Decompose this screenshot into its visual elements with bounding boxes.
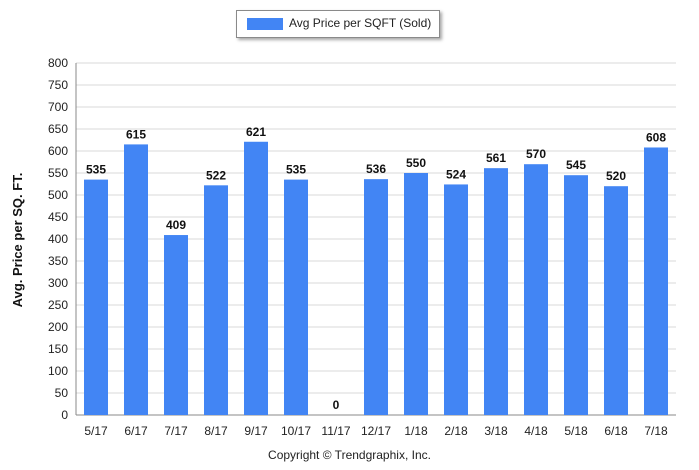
- data-labels: 535 615 409 522 621 535 0 536 550 524 561 570 545 520…: [86, 125, 666, 412]
- x-tick-label: 6/17: [124, 424, 148, 438]
- x-tick-label: 7/17: [164, 424, 188, 438]
- data-label: 524: [446, 167, 466, 181]
- data-label: 615: [126, 127, 146, 141]
- data-label: 608: [646, 130, 666, 144]
- x-tick-label: 2/18: [444, 424, 468, 438]
- y-tick-label: 450: [48, 210, 68, 224]
- y-tick-labels: 0 50 100 150 200 250 300 350 400 450 500 550 600 650 7…: [48, 56, 68, 422]
- y-tick-label: 550: [48, 166, 68, 180]
- y-tick-label: 250: [48, 298, 68, 312]
- data-label: 536: [366, 162, 386, 176]
- x-tick-label: 11/17: [321, 424, 350, 438]
- data-label: 535: [286, 163, 306, 177]
- y-tick-label: 800: [48, 56, 68, 70]
- x-tick-label: 5/18: [564, 424, 588, 438]
- y-tick-label: 150: [48, 342, 68, 356]
- x-tick-label: 12/17: [361, 424, 391, 438]
- y-tick-label: 600: [48, 144, 68, 158]
- bars: [84, 141, 668, 416]
- x-tick-label: 10/17: [281, 424, 311, 438]
- y-tick-label: 100: [48, 364, 68, 378]
- y-tick-label: 350: [48, 254, 68, 268]
- bar: [124, 144, 148, 415]
- x-tick-label: 4/18: [524, 424, 548, 438]
- y-axis-title: Avg. Price per SQ. FT.: [10, 173, 25, 308]
- y-tick-label: 400: [48, 232, 68, 246]
- x-tick-label: 3/18: [484, 424, 508, 438]
- data-label: 0: [333, 398, 340, 412]
- data-label: 409: [166, 218, 186, 232]
- data-label: 522: [206, 168, 226, 182]
- x-tick-label: 8/17: [204, 424, 228, 438]
- x-tick-labels: 5/17 6/17 7/17 8/17 9/17 10/17 11/17 12/17 1/18 2…: [84, 424, 668, 438]
- y-tick-label: 300: [48, 276, 68, 290]
- data-label: 621: [246, 125, 266, 139]
- bar: [564, 175, 588, 415]
- legend: Avg Price per SQFT (Sold): [236, 10, 440, 38]
- legend-swatch: [247, 18, 283, 30]
- bar: [484, 168, 508, 415]
- bar: [444, 184, 468, 415]
- data-label: 561: [486, 151, 506, 165]
- bar: [84, 179, 108, 415]
- x-tick-label: 6/18: [604, 424, 628, 438]
- bar: [204, 185, 228, 415]
- x-tick-label: 9/17: [244, 424, 268, 438]
- x-tick-label: 7/18: [644, 424, 668, 438]
- legend-label: Avg Price per SQFT (Sold): [289, 16, 432, 30]
- data-label: 570: [526, 147, 546, 161]
- x-tick-label: 5/17: [84, 424, 108, 438]
- y-tick-label: 0: [61, 408, 68, 422]
- bar: [164, 235, 188, 415]
- bar: [284, 179, 308, 415]
- x-tick-label: 1/18: [404, 424, 428, 438]
- bar: [244, 141, 268, 415]
- y-tick-label: 700: [48, 100, 68, 114]
- y-tick-label: 500: [48, 188, 68, 202]
- data-label: 520: [606, 169, 626, 183]
- bar: [364, 179, 388, 415]
- y-tick-label: 50: [55, 386, 69, 400]
- copyright-footer: Copyright © Trendgraphix, Inc.: [268, 448, 431, 462]
- bar: [604, 186, 628, 415]
- data-label: 545: [566, 158, 586, 172]
- data-label: 535: [86, 163, 106, 177]
- y-tick-label: 650: [48, 122, 68, 136]
- bar: [644, 147, 668, 416]
- bar: [404, 173, 428, 415]
- y-tick-label: 750: [48, 78, 68, 92]
- data-label: 550: [406, 156, 426, 170]
- bar: [524, 164, 548, 415]
- y-tick-label: 200: [48, 320, 68, 334]
